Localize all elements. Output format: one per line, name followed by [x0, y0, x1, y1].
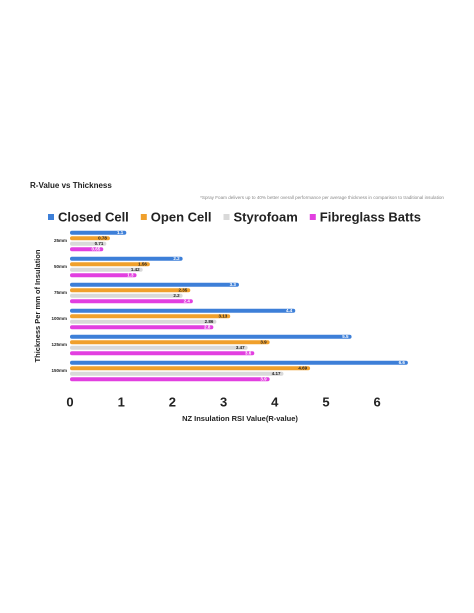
- legend-swatch: [48, 214, 54, 220]
- legend-label: Closed Cell: [58, 209, 129, 224]
- data-label: 2.4: [184, 299, 191, 304]
- y-tick-label: 100mm: [51, 316, 67, 321]
- data-label: 4.4: [286, 308, 293, 313]
- bar: [70, 366, 311, 371]
- legend-swatch: [140, 214, 147, 220]
- data-label: 3.9: [260, 377, 267, 382]
- bar: [70, 256, 183, 261]
- bar: [70, 267, 143, 272]
- x-tick-label: 1: [118, 394, 125, 409]
- data-label: 1.56: [138, 262, 147, 267]
- chart-subtitle: *Spray Foam delivers up to 40% better ov…: [200, 195, 444, 200]
- data-label: 3.3: [230, 282, 237, 287]
- bar: [70, 319, 217, 324]
- x-tick-label: 2: [169, 394, 176, 409]
- bar: [70, 236, 110, 241]
- data-label: 3.47: [236, 345, 245, 350]
- bar: [70, 340, 270, 345]
- bar: [70, 230, 127, 235]
- data-label: 3.9: [260, 340, 267, 345]
- bar: [70, 288, 191, 293]
- bar: [70, 345, 248, 350]
- data-label: 2.8: [204, 325, 211, 330]
- bar: [70, 241, 107, 246]
- bar: [70, 360, 408, 365]
- x-tick-label: 4: [271, 394, 279, 409]
- legend-label: Open Cell: [151, 209, 212, 224]
- bar: [70, 371, 284, 376]
- bar: [70, 334, 352, 339]
- bar: [70, 273, 137, 278]
- x-tick-label: 3: [220, 394, 227, 409]
- bar: [70, 308, 296, 313]
- data-label: 2.86: [205, 319, 214, 324]
- y-axis-label: Thickness Per mm of Insulation: [33, 249, 42, 362]
- legend-label: Styrofoam: [233, 209, 297, 224]
- data-label: 0.71: [95, 241, 104, 246]
- data-label: 0.65: [92, 247, 101, 252]
- data-label: 2.2: [173, 293, 180, 298]
- bar: [70, 314, 231, 319]
- bar: [70, 377, 270, 382]
- x-axis-label: NZ Insulation RSI Value(R-value): [182, 414, 298, 423]
- data-label: 5.5: [342, 334, 349, 339]
- y-tick-label: 150mm: [51, 368, 67, 373]
- data-label: 3.6: [245, 351, 252, 356]
- data-label: 2.35: [179, 288, 188, 293]
- data-label: 0.78: [98, 236, 107, 241]
- data-label: 1.42: [131, 267, 140, 272]
- data-label: 2.2: [173, 256, 180, 261]
- data-label: 6.6: [399, 360, 406, 365]
- y-tick-label: 75mm: [54, 290, 67, 295]
- bar: [70, 282, 239, 287]
- data-label: 4.69: [298, 366, 307, 371]
- x-tick-label: 0: [66, 394, 73, 409]
- data-label: 3.13: [218, 314, 227, 319]
- y-tick-label: 125mm: [51, 342, 67, 347]
- bar: [70, 247, 104, 252]
- data-label: 1.3: [127, 273, 134, 278]
- bar: [70, 293, 183, 298]
- legend-swatch: [309, 214, 316, 220]
- data-label: 1.1: [117, 230, 124, 235]
- y-tick-label: 25mm: [54, 238, 67, 243]
- bar: [70, 325, 214, 330]
- y-tick-label: 50mm: [54, 264, 67, 269]
- bar: [70, 351, 255, 356]
- legend-label: Fibreglass Batts: [320, 209, 421, 224]
- x-tick-label: 6: [374, 394, 381, 409]
- x-tick-label: 5: [322, 394, 329, 409]
- data-label: 4.17: [272, 371, 281, 376]
- legend-swatch: [223, 214, 230, 220]
- bar: [70, 299, 193, 304]
- chart-title: R-Value vs Thickness: [30, 181, 112, 190]
- bar: [70, 262, 150, 267]
